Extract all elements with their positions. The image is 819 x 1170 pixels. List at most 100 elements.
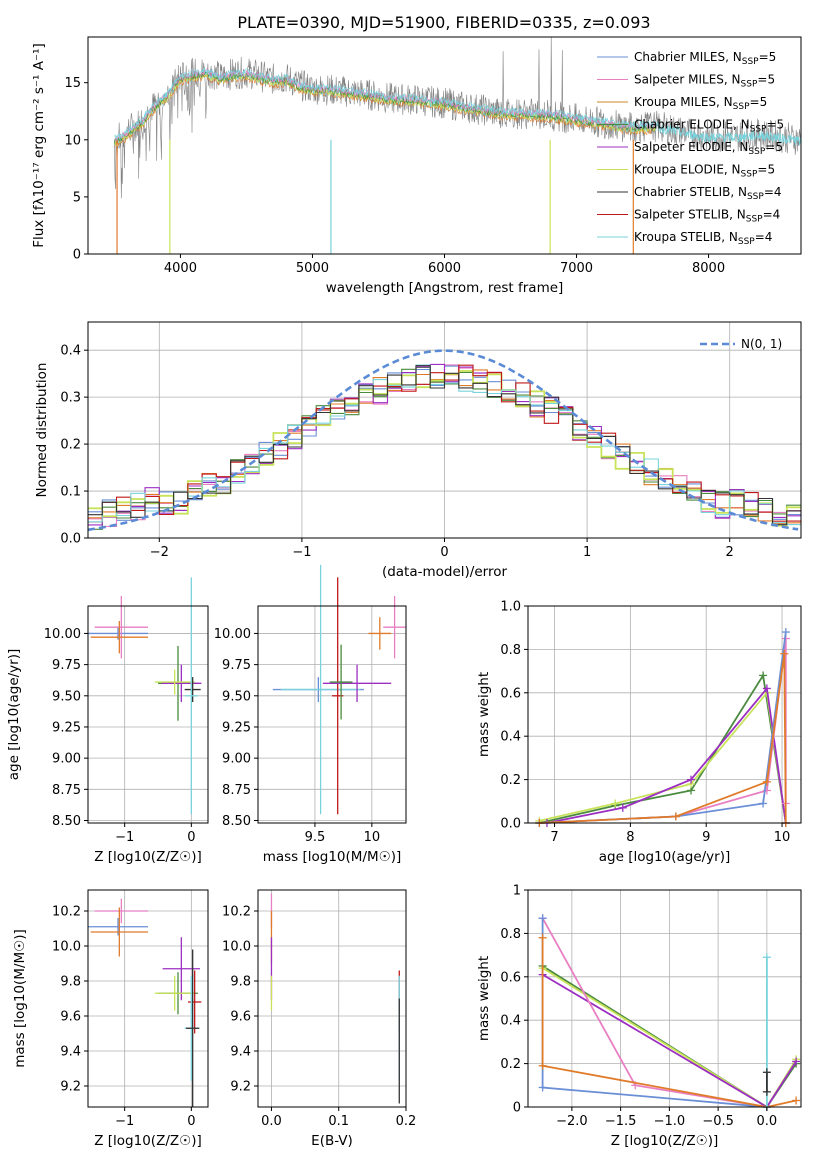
x-tick-label: 9 (702, 830, 710, 845)
y-tick-label: 0.2 (500, 773, 521, 788)
spectrum-lines (114, 37, 801, 254)
y-tick-label: 9.4 (230, 1045, 251, 1060)
x-tick-label: −1.5 (605, 1114, 637, 1129)
axes-frame (87, 605, 209, 824)
legend-label-sub: SSP (750, 125, 767, 135)
legend-label: Kroupa ELODIE, NSSP=5 (634, 163, 775, 180)
y-tick-label: 8.75 (222, 783, 251, 798)
y-axis-label: mass [log10(M/M☉)] (12, 929, 28, 1068)
y-tick-label: 10.2 (222, 905, 251, 920)
legend-label-main: Kroupa STELIB, N (634, 230, 738, 244)
legend-label-main: Chabrier MILES, N (634, 50, 742, 64)
legend-label-sub: SSP (741, 170, 758, 180)
panel-spectrum: 4000 5000 6000 7000 8000 0 5 10 15 wavelength [An… (31, 36, 802, 296)
x-tick-label: 0 (440, 545, 448, 560)
legend-label: Salpeter STELIB, NSSP=4 (634, 208, 780, 225)
axes-frame (527, 605, 802, 824)
x-tick-label: 4000 (164, 261, 197, 276)
x-tick-label: 0.1 (328, 1114, 349, 1129)
legend-label-sub: SSP (746, 215, 763, 225)
y-tick-label: 0.4 (60, 344, 81, 359)
weight-series-line (539, 631, 787, 824)
legend-label-end: =4 (755, 230, 773, 244)
y-tick-label: 9.50 (52, 689, 81, 704)
x-tick-label: 7000 (560, 261, 593, 276)
panel-z_weight: −2.0 −1.5 −1.0 −0.5 0.0 0 0.2 0.4 0.6 0.8 1 Z [log1… (476, 884, 802, 1149)
legend-label: Chabrier STELIB, NSSP=4 (634, 185, 782, 202)
legend-label: Kroupa STELIB, NSSP=4 (634, 230, 772, 247)
legend-label-end: =4 (764, 185, 782, 199)
y-tick-label: 0.8 (500, 643, 521, 658)
axes-frame (257, 889, 407, 1108)
panel-mass_age: 9.5 10 8.50 8.75 9.00 9.25 9.50 9.75 10.00 mass [… (214, 564, 407, 865)
legend-label-main: Salpeter STELIB, N (634, 208, 746, 222)
y-tick-label: 9.6 (60, 1010, 81, 1025)
legend-label: Salpeter MILES, NSSP=5 (634, 73, 775, 90)
weight-series-line (541, 937, 797, 1108)
y-tick-label: 9.75 (52, 658, 81, 673)
y-tick-label: 9.4 (60, 1045, 81, 1060)
y-tick-label: 1 (513, 884, 521, 899)
y-tick-label: 0.6 (500, 970, 521, 985)
y-tick-label: 0 (73, 248, 81, 263)
x-tick-label: 8000 (692, 261, 725, 276)
panel-z_age: −1 0 8.50 8.75 9.00 9.25 9.50 9.75 10.00 Z [log10… (6, 577, 209, 865)
axes-frame (527, 889, 802, 1108)
histogram-step (88, 365, 801, 526)
legend-label-end: =4 (763, 208, 781, 222)
y-tick-label: 9.50 (222, 689, 251, 704)
legend-label-sub: SSP (748, 147, 765, 157)
y-tick-label: 15 (64, 76, 81, 91)
x-tick-label: −1.0 (654, 1114, 686, 1129)
y-tick-label: 10 (64, 133, 81, 148)
legend-label-main: Chabrier STELIB, N (634, 185, 747, 199)
y-tick-label: 0.4 (500, 1014, 521, 1029)
weight-series-line (541, 917, 768, 1108)
gaussian-curve (88, 349, 799, 532)
errorbar-points (272, 564, 406, 815)
y-tick-label: 0.2 (60, 438, 81, 453)
x-tick-label: 10 (364, 830, 381, 845)
x-axis-label: Z [log10(Z/Z☉)] (94, 849, 202, 865)
y-tick-label: 8.75 (52, 783, 81, 798)
y-tick-label: 9.75 (222, 658, 251, 673)
legend-label-sub: SSP (747, 192, 764, 202)
x-tick-label: −2.0 (556, 1114, 588, 1129)
y-tick-label: 5 (73, 190, 81, 205)
y-tick-label: 10.0 (52, 940, 81, 955)
axes-frame (257, 605, 407, 824)
y-axis-label: age [log10(age/yr)] (6, 649, 22, 781)
x-axis-label: wavelength [Angstrom, rest frame] (326, 280, 564, 296)
y-tick-label: 8.50 (52, 814, 81, 829)
legend-label-main: Kroupa MILES, N (634, 95, 733, 109)
legend-label-end: =5 (765, 140, 783, 154)
errorbar-points (270, 893, 400, 1104)
y-tick-label: 0.4 (500, 730, 521, 745)
x-tick-label: −1 (115, 1114, 134, 1129)
x-tick-label: 0 (187, 1114, 195, 1129)
x-tick-label: 0.0 (261, 1114, 282, 1129)
legend-label: Chabrier ELODIE, NSSP=5 (634, 118, 784, 135)
y-tick-label: 9.2 (60, 1080, 81, 1095)
legend-label-end: =5 (757, 73, 775, 87)
axes-frame (87, 889, 209, 1108)
y-tick-label: 9.25 (222, 720, 251, 735)
weight-series-line (539, 653, 787, 824)
y-tick-label: 0 (513, 1101, 521, 1116)
y-axis-label: Flux [fλ10⁻¹⁷ erg cm⁻² s⁻¹ A⁻¹] (31, 43, 47, 248)
legend-label-end: =5 (759, 50, 777, 64)
x-axis-label: E(B-V) (311, 1133, 353, 1149)
histograms (88, 349, 801, 532)
weight-series-line (539, 672, 787, 824)
x-tick-label: 0.2 (396, 1114, 417, 1129)
legend-label: Chabrier MILES, NSSP=5 (634, 50, 776, 67)
y-tick-label: 10.0 (222, 940, 251, 955)
panel-age_weight: 7 8 9 10 0.0 0.2 0.4 0.6 0.8 1.0 age [log10(age/yr… (476, 600, 802, 865)
x-axis-label: Z [log10(Z/Z☉)] (611, 1133, 719, 1149)
y-tick-label: 9.2 (230, 1080, 251, 1095)
x-axis-label: (data-model)/error (382, 564, 508, 580)
y-tick-label: 9.6 (230, 1010, 251, 1025)
x-tick-label: 5000 (296, 261, 329, 276)
